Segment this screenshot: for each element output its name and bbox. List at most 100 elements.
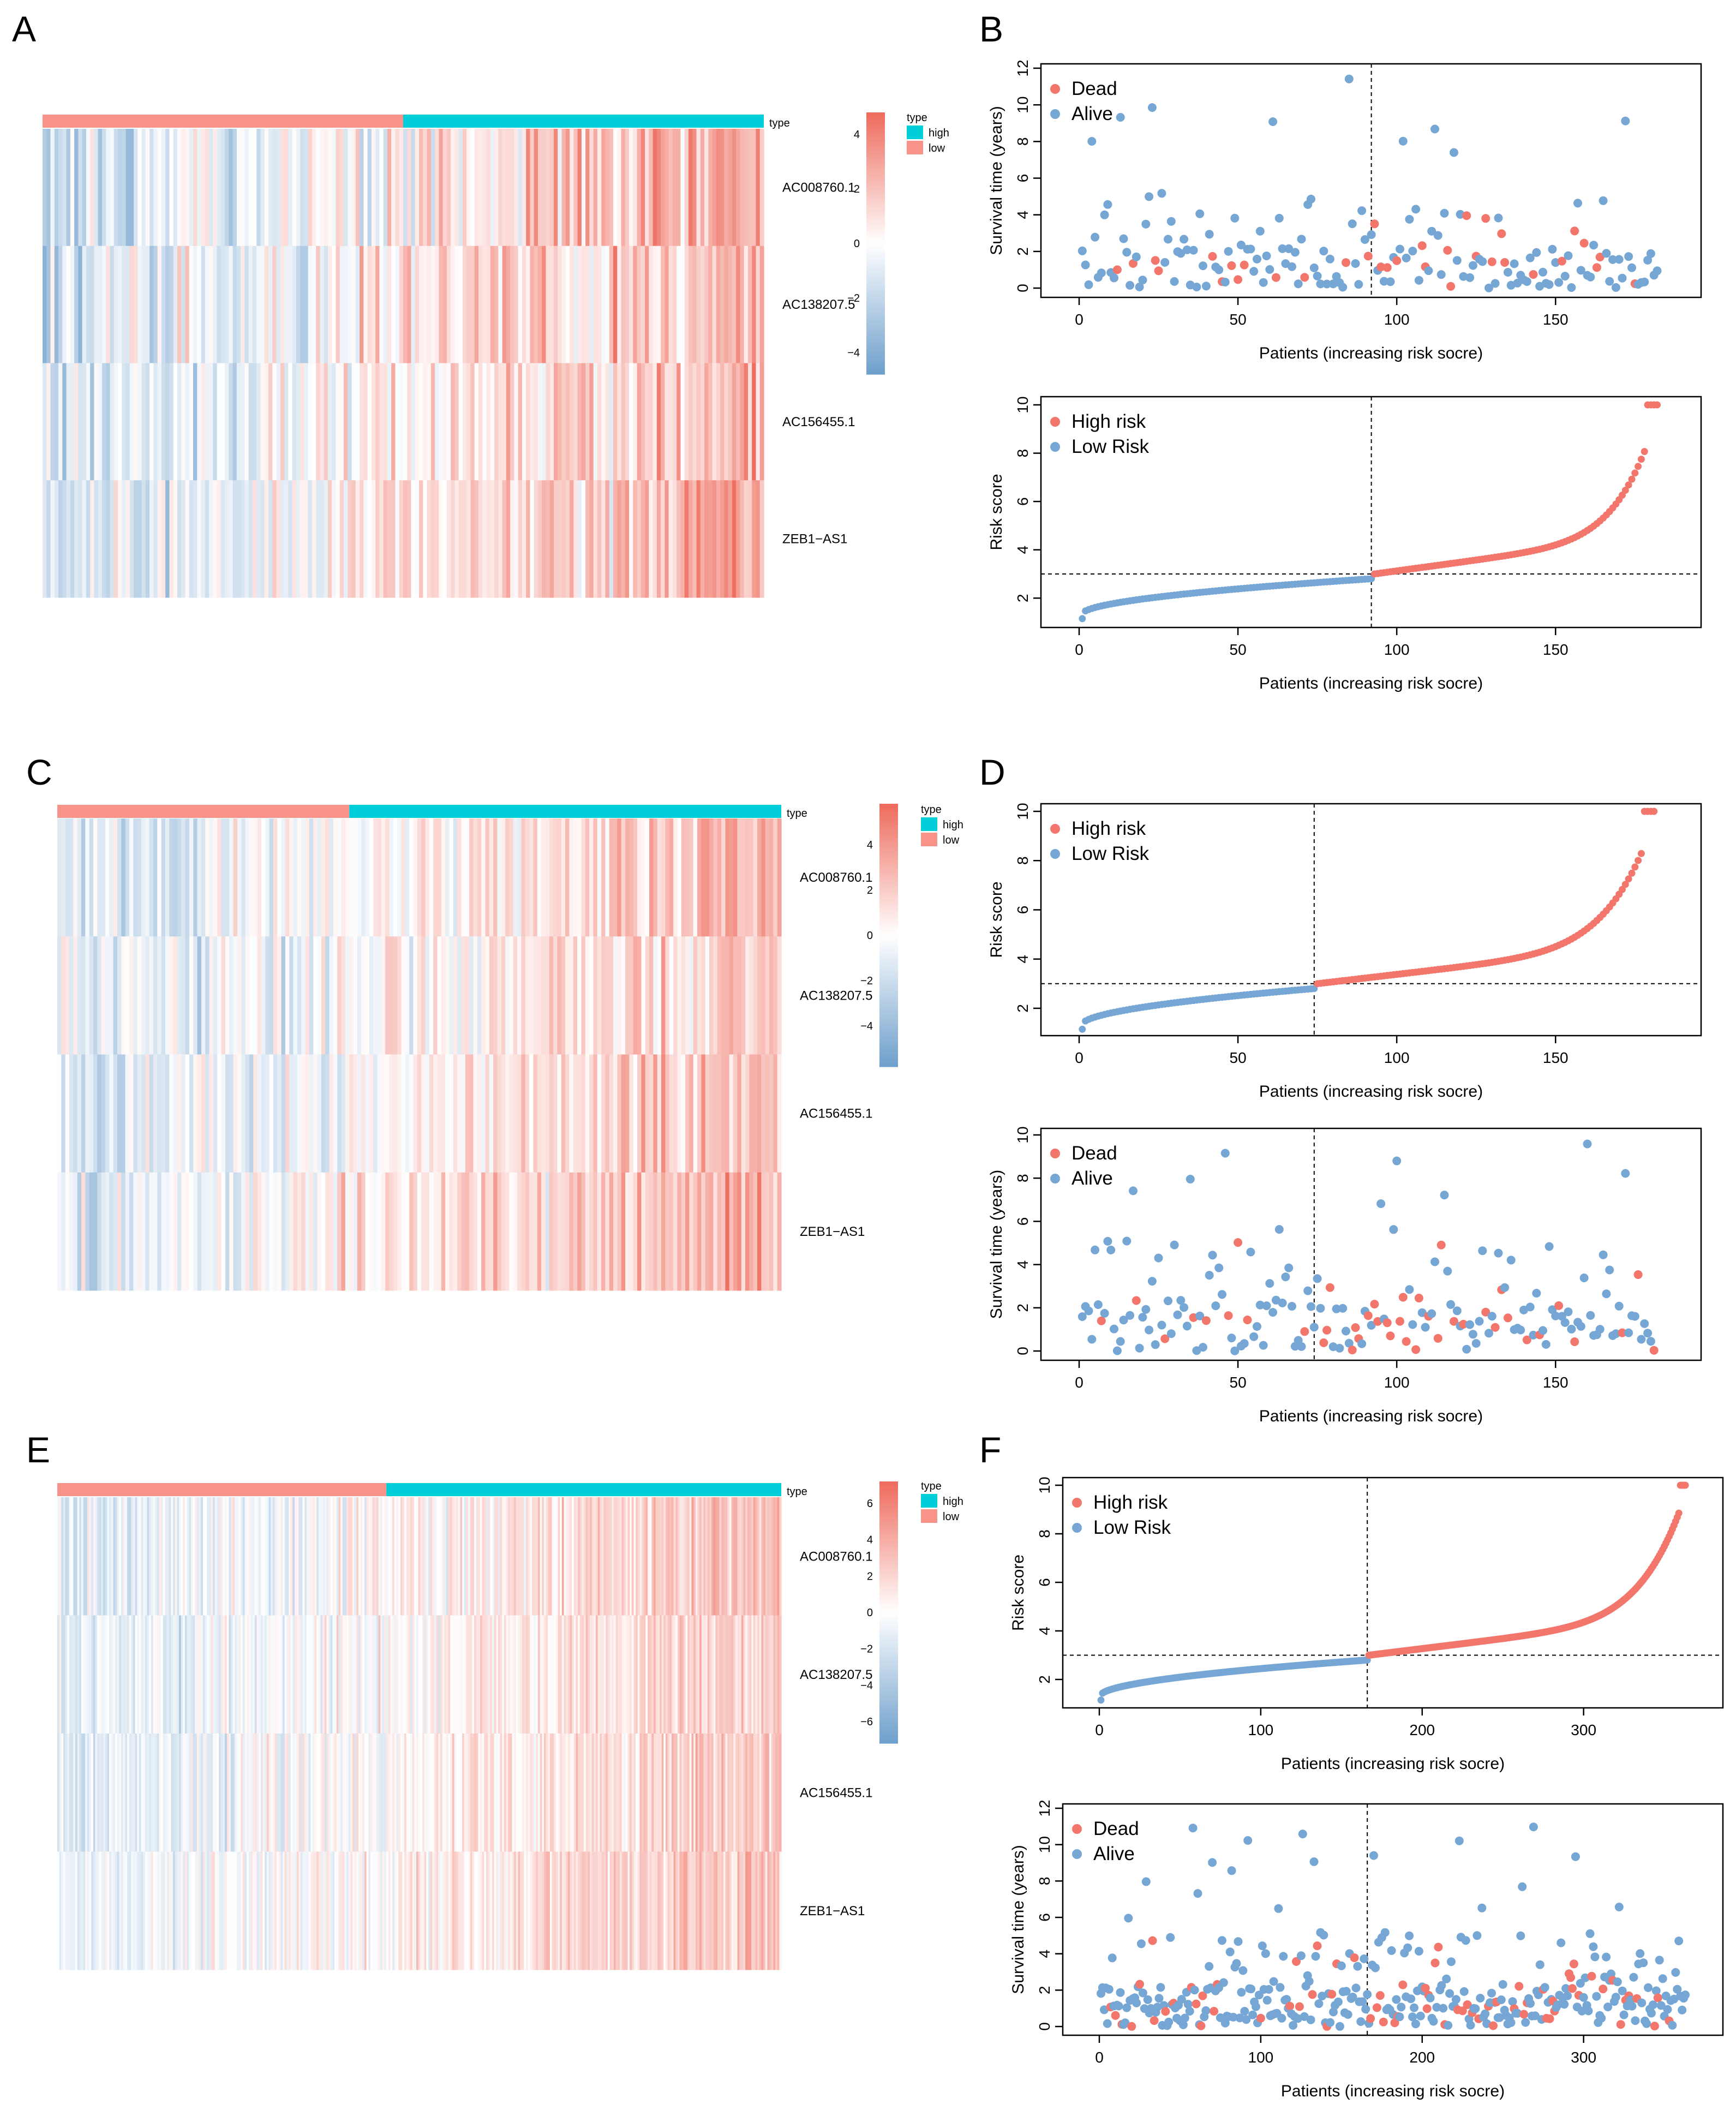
- heat-cell: [761, 1054, 766, 1173]
- heat-cell: [436, 1851, 439, 1970]
- heat-cell: [649, 818, 654, 937]
- point-alive: [1126, 1311, 1135, 1320]
- heat-cell: [445, 818, 450, 937]
- point-alive: [1326, 2018, 1335, 2027]
- heat-cell: [252, 246, 257, 363]
- heat-cell: [627, 1851, 630, 1970]
- heat-cell: [493, 818, 498, 937]
- heat-cell: [482, 1734, 484, 1852]
- heat-cell: [181, 129, 186, 247]
- point-alive: [1506, 2018, 1516, 2027]
- colorbar-segment: [879, 1704, 898, 1709]
- heat-cell: [733, 818, 738, 937]
- heat-cell: [244, 1734, 247, 1852]
- heat-cell: [296, 246, 301, 363]
- heat-cell: [83, 1851, 86, 1970]
- heat-cell: [432, 1615, 435, 1734]
- panel-letter-F: F: [979, 1430, 1001, 1470]
- heat-cell: [121, 1615, 124, 1734]
- heat-cell: [367, 480, 372, 598]
- heat-cell: [717, 1497, 720, 1616]
- heat-cell: [284, 1497, 287, 1616]
- heat-cell: [273, 818, 278, 937]
- heat-cell: [219, 1497, 222, 1616]
- heat-cell: [502, 129, 507, 247]
- heat-cell: [661, 1497, 664, 1616]
- heat-cell: [470, 1734, 472, 1852]
- heat-cell: [306, 1497, 309, 1616]
- colorbar-segment: [879, 856, 898, 862]
- heat-cell: [358, 1615, 361, 1734]
- heat-cell: [70, 480, 75, 598]
- point-alive: [1343, 2010, 1352, 2019]
- x-tick-label: 0: [1095, 1721, 1104, 1738]
- heat-cell: [390, 1615, 393, 1734]
- heat-cell: [741, 936, 746, 1055]
- point-alive: [1329, 2007, 1338, 2017]
- heat-cell: [697, 818, 702, 937]
- heat-cell: [441, 1054, 446, 1173]
- heat-cell: [522, 246, 526, 363]
- heat-cell: [661, 246, 665, 363]
- heat-cell: [253, 1734, 255, 1852]
- heat-cell: [692, 480, 697, 598]
- heat-cell: [219, 1615, 222, 1734]
- colorbar-segment: [879, 1643, 898, 1648]
- point-alive: [1192, 283, 1201, 291]
- heat-cell: [597, 818, 602, 937]
- heat-cell: [321, 1054, 326, 1173]
- heat-cell: [651, 1851, 654, 1970]
- heat-cell: [330, 1734, 333, 1852]
- panel-letter-C: C: [26, 752, 52, 792]
- heat-cell: [77, 936, 82, 1055]
- heat-cell: [369, 1172, 374, 1291]
- heat-cell: [665, 480, 669, 598]
- colorbar-segment: [879, 957, 898, 962]
- gene-label: AC008760.1: [800, 870, 872, 885]
- heat-cell: [549, 1172, 554, 1291]
- heat-cell: [593, 363, 598, 481]
- heat-cell: [202, 1734, 206, 1852]
- point-alive: [1414, 1947, 1423, 1956]
- heat-cell: [321, 818, 326, 937]
- heat-cell: [54, 480, 59, 598]
- heat-cell: [567, 1615, 571, 1734]
- point-alive: [1309, 1857, 1319, 1866]
- heat-cell: [597, 246, 602, 363]
- heat-cell: [705, 818, 710, 937]
- heat-cell: [777, 1851, 780, 1970]
- heat-cell: [597, 480, 602, 598]
- heat-cell: [394, 1615, 397, 1734]
- colorbar-segment: [866, 239, 885, 244]
- heat-cell: [351, 246, 356, 363]
- heat-cell: [692, 363, 697, 481]
- point-dead: [1398, 1980, 1408, 1989]
- point-dead: [1192, 1999, 1201, 2009]
- heat-cell: [522, 1497, 525, 1616]
- heat-cell: [549, 129, 554, 247]
- point-high-risk: [1641, 448, 1648, 455]
- point-dead: [1363, 1311, 1373, 1320]
- legend-swatch-low: [921, 833, 937, 846]
- heat-cell: [713, 1054, 718, 1173]
- x-axis-label: Patients (increasing risk socre): [1281, 1755, 1505, 1773]
- heat-cell: [560, 1851, 562, 1970]
- heat-cell: [518, 129, 523, 247]
- point-high-risk: [1631, 469, 1639, 477]
- heat-cell: [625, 818, 630, 937]
- heat-cell: [185, 246, 190, 363]
- heat-cell: [605, 818, 610, 937]
- legend-label: Dead: [1071, 78, 1117, 99]
- heat-cell: [482, 363, 487, 481]
- heat-cell: [271, 1497, 273, 1616]
- heat-cell: [74, 246, 79, 363]
- heat-cell: [272, 1615, 276, 1734]
- point-dead: [1342, 258, 1350, 267]
- heat-cell: [488, 1734, 490, 1852]
- point-dead: [1616, 2020, 1625, 2029]
- heat-cell: [169, 363, 174, 481]
- colorbar-segment: [879, 996, 898, 1002]
- heat-cell: [585, 1172, 590, 1291]
- heat-cell: [525, 936, 530, 1055]
- heat-cell: [625, 363, 630, 481]
